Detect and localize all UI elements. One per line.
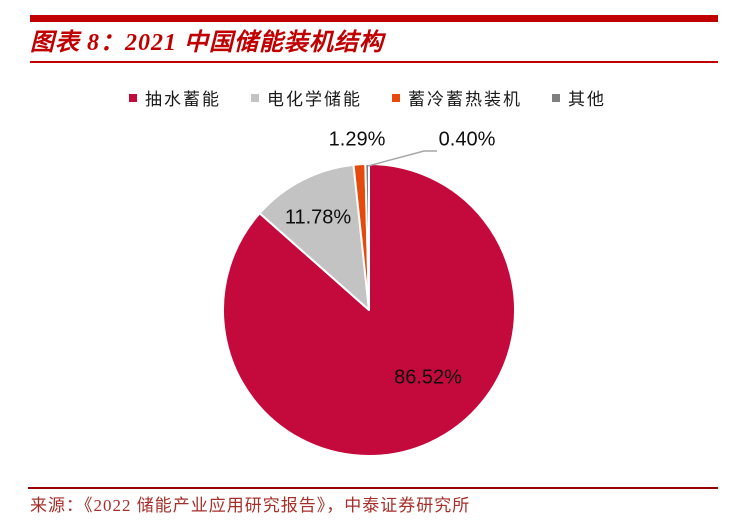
pie-label-pumped-hydro: 86.52%	[394, 366, 462, 389]
legend-swatch-icon	[129, 93, 137, 102]
pie-slice-3	[364, 163, 370, 311]
legend-swatch-icon	[251, 93, 259, 102]
legend-swatch-icon	[552, 93, 560, 102]
leader-line	[367, 150, 437, 167]
footer-rule	[28, 487, 718, 489]
pie-slice-1	[258, 163, 370, 311]
legend-item-thermal: 蓄冷蓄热装机	[392, 85, 522, 110]
title-rule	[30, 61, 718, 63]
legend-label: 其他	[568, 90, 606, 109]
legend-swatch-icon	[392, 93, 400, 102]
header-accent-bar	[30, 15, 718, 22]
source-note: 来源：《2022 储能产业应用研究报告》，中泰证券研究所	[30, 496, 471, 515]
pie-label-other: 0.40%	[438, 128, 496, 151]
legend-item-other: 其他	[552, 85, 606, 110]
legend-item-electrochemical: 电化学储能	[251, 85, 362, 110]
figure-title: 图表 8：2021 中国储能装机结构	[30, 30, 384, 56]
legend-label: 蓄冷蓄热装机	[408, 90, 522, 109]
pie-label-electrochemical: 11.78%	[284, 206, 352, 229]
chart-legend: 抽水蓄能 电化学储能 蓄冷蓄热装机 其他	[0, 85, 735, 110]
legend-label: 电化学储能	[267, 90, 362, 109]
pie-label-thermal: 1.29%	[328, 128, 386, 151]
legend-label: 抽水蓄能	[145, 90, 221, 109]
legend-item-pumped-hydro: 抽水蓄能	[129, 85, 221, 110]
